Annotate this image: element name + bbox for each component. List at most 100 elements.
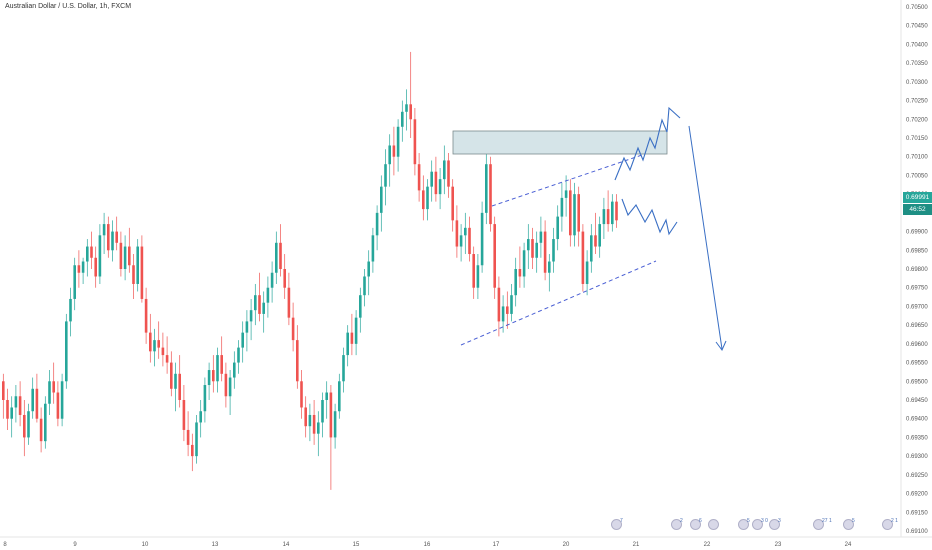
candle [115, 216, 118, 251]
candle-body [438, 179, 442, 195]
candle-body [52, 381, 55, 393]
candle [128, 227, 131, 273]
y-tick-label: 0.69100 [906, 529, 928, 535]
candle [203, 377, 207, 423]
y-tick-label: 0.69250 [906, 473, 928, 479]
event-flag-icon[interactable]: 5 [843, 518, 855, 530]
candle [531, 227, 534, 269]
candle [224, 362, 228, 408]
candle [380, 175, 383, 232]
candle-body [249, 310, 253, 322]
candle-body [220, 355, 223, 374]
candle [447, 152, 450, 198]
candle-body [86, 246, 89, 262]
event-flag-icon[interactable]: 27 1 [813, 518, 832, 530]
event-flag-icon[interactable]: 5 [738, 518, 750, 530]
y-tick-label: 0.69900 [906, 230, 928, 236]
candle [409, 51, 412, 138]
event-flag-count: 7 [620, 518, 623, 524]
candle-body [27, 411, 30, 438]
candle [556, 205, 559, 251]
candle [136, 239, 139, 292]
y-tick-label: 0.69850 [906, 248, 928, 254]
candle [510, 283, 513, 322]
candle-body [2, 381, 5, 400]
candle [514, 257, 517, 307]
drawings [452, 106, 727, 351]
candle-body [611, 201, 614, 225]
event-flag-icon[interactable]: 3 0 [752, 518, 768, 530]
candle-body [384, 164, 387, 187]
candle-body [203, 385, 207, 412]
event-flag-icon[interactable] [708, 519, 719, 530]
candle-body [308, 414, 312, 427]
candle-body [451, 186, 454, 221]
candle-body [111, 231, 114, 251]
candle [501, 295, 505, 333]
candle [81, 257, 85, 284]
x-tick-label: 23 [775, 542, 782, 548]
candle [384, 149, 387, 206]
y-tick-label: 0.69750 [906, 286, 928, 292]
candle [2, 373, 5, 419]
channel-lower-line [460, 260, 657, 346]
candle [422, 175, 425, 221]
candle [396, 119, 400, 172]
y-tick-label: 0.70500 [906, 5, 928, 11]
event-flag-icon[interactable]: 7 [611, 518, 623, 530]
candle-body [182, 400, 186, 430]
candle-body [476, 265, 480, 288]
candle-body [417, 164, 421, 191]
y-tick-label: 0.69550 [906, 361, 928, 367]
candle [270, 261, 274, 303]
event-flag-count: 27 1 [822, 518, 832, 524]
candle-body [493, 224, 496, 288]
candle [489, 156, 492, 232]
candle [338, 373, 341, 419]
candle-body [241, 332, 244, 348]
candle [199, 400, 202, 438]
event-flag-icon[interactable]: 3 [769, 518, 781, 530]
candle [174, 362, 177, 412]
event-flag-icon[interactable]: 2 [671, 518, 683, 530]
candle-body [73, 265, 76, 299]
candle-body [317, 422, 320, 434]
x-tick-label: 22 [704, 542, 711, 548]
candle-body [560, 197, 564, 217]
candle-body [212, 370, 215, 382]
candle [552, 227, 555, 273]
candle-body [333, 411, 337, 438]
last-price-label: 0.69991 [903, 192, 932, 203]
candle-body [497, 287, 501, 322]
candle [23, 400, 26, 457]
candle-body [195, 422, 198, 457]
candle [350, 313, 354, 356]
candle-body [149, 332, 152, 352]
event-flag-icon[interactable]: 2 1 [882, 518, 898, 530]
candle-body [606, 209, 610, 225]
candle [65, 313, 68, 389]
candle [401, 100, 404, 142]
candle [611, 194, 614, 232]
candle [27, 403, 30, 445]
candle-body [136, 246, 139, 284]
candle-body [18, 396, 22, 415]
y-tick-label: 0.69350 [906, 435, 928, 441]
candle [506, 291, 509, 329]
candle-body [140, 246, 144, 299]
candle-body [354, 317, 358, 344]
candle [102, 212, 106, 255]
candle-body [115, 231, 118, 243]
candle-body [527, 239, 530, 251]
y-tick-label: 0.70400 [906, 42, 928, 48]
candle [52, 362, 55, 404]
candle [119, 231, 123, 277]
y-tick-label: 0.69800 [906, 267, 928, 273]
candle-body [594, 235, 597, 247]
event-flag-icon[interactable]: 6 [690, 518, 702, 530]
event-flag-count: 3 [778, 518, 781, 524]
candle-body [296, 340, 299, 382]
candle [493, 216, 496, 299]
candle-body [48, 381, 51, 404]
